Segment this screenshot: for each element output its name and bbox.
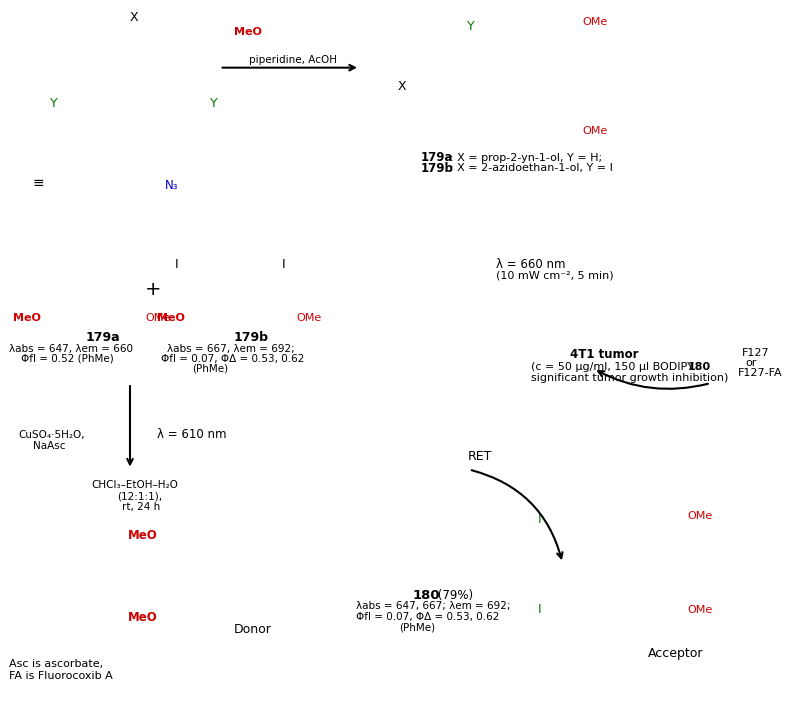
Text: 180: 180 bbox=[413, 589, 441, 602]
Text: (12:1:1),: (12:1:1), bbox=[117, 491, 162, 501]
Text: Φfl = 0.07, ΦΔ = 0.53, 0.62: Φfl = 0.07, ΦΔ = 0.53, 0.62 bbox=[161, 354, 305, 364]
Text: 180: 180 bbox=[688, 362, 711, 372]
Text: CHCl₃–EtOH–H₂O: CHCl₃–EtOH–H₂O bbox=[91, 480, 178, 490]
Text: (c = 50 μg/ml, 150 μl BODIPY: (c = 50 μg/ml, 150 μl BODIPY bbox=[531, 362, 698, 372]
Text: OMe: OMe bbox=[688, 605, 712, 615]
Text: significant tumor growth inhibition): significant tumor growth inhibition) bbox=[531, 373, 729, 383]
Text: piperidine, AcOH: piperidine, AcOH bbox=[249, 56, 337, 66]
Text: λabs = 667, λem = 692;: λabs = 667, λem = 692; bbox=[167, 343, 294, 354]
Text: (PhMe): (PhMe) bbox=[193, 364, 228, 374]
Text: OMe: OMe bbox=[582, 126, 607, 136]
Text: Donor: Donor bbox=[234, 623, 271, 636]
Text: or: or bbox=[745, 358, 757, 368]
Text: OMe: OMe bbox=[146, 313, 170, 323]
Text: : X = prop-2-yn-1-ol, Y = H;: : X = prop-2-yn-1-ol, Y = H; bbox=[450, 153, 602, 163]
Text: ≡: ≡ bbox=[33, 176, 44, 190]
Text: OMe: OMe bbox=[296, 313, 321, 323]
Text: (PhMe): (PhMe) bbox=[399, 623, 435, 633]
Text: NaAsc: NaAsc bbox=[33, 441, 65, 450]
Text: MeO: MeO bbox=[128, 611, 157, 624]
Text: 179b: 179b bbox=[421, 162, 454, 175]
Text: +: + bbox=[145, 280, 162, 299]
Text: I: I bbox=[282, 258, 285, 271]
Text: rt, 24 h: rt, 24 h bbox=[122, 502, 160, 512]
Text: F127-FA: F127-FA bbox=[738, 368, 783, 378]
Text: MeO: MeO bbox=[234, 27, 262, 37]
Text: RET: RET bbox=[467, 450, 492, 463]
Text: λ = 660 nm: λ = 660 nm bbox=[496, 258, 566, 271]
Text: Φfl = 0.52 (PhMe): Φfl = 0.52 (PhMe) bbox=[21, 354, 113, 364]
Text: FA is Fluorocoxib A: FA is Fluorocoxib A bbox=[10, 671, 113, 681]
Text: λ = 610 nm: λ = 610 nm bbox=[157, 429, 227, 442]
Text: : X = 2-azidoethan-1-ol, Y = I: : X = 2-azidoethan-1-ol, Y = I bbox=[450, 163, 612, 174]
Text: OMe: OMe bbox=[582, 17, 607, 27]
Text: λabs = 647, 667; λem = 692;: λabs = 647, 667; λem = 692; bbox=[356, 602, 511, 612]
Text: 179b: 179b bbox=[234, 330, 269, 343]
Text: X: X bbox=[130, 11, 139, 24]
Text: Asc is ascorbate,: Asc is ascorbate, bbox=[10, 659, 103, 669]
Text: Y: Y bbox=[210, 97, 218, 110]
Text: Φfl = 0.07, ΦΔ = 0.53, 0.62: Φfl = 0.07, ΦΔ = 0.53, 0.62 bbox=[356, 612, 500, 623]
Text: I: I bbox=[538, 604, 542, 617]
Text: I: I bbox=[538, 513, 542, 526]
Text: OMe: OMe bbox=[688, 511, 712, 521]
Text: X: X bbox=[397, 80, 406, 93]
Text: MeO: MeO bbox=[128, 529, 157, 542]
Text: Acceptor: Acceptor bbox=[649, 646, 704, 659]
Text: Y: Y bbox=[467, 20, 474, 33]
Text: (10 mW cm⁻², 5 min): (10 mW cm⁻², 5 min) bbox=[496, 270, 614, 280]
Text: MeO: MeO bbox=[157, 313, 185, 323]
Text: Y: Y bbox=[50, 97, 57, 110]
Text: F127: F127 bbox=[741, 348, 769, 358]
Text: 4T1 tumor: 4T1 tumor bbox=[570, 348, 639, 361]
Text: N₃: N₃ bbox=[165, 179, 178, 192]
Text: (79%): (79%) bbox=[434, 589, 473, 602]
Text: I: I bbox=[174, 258, 178, 271]
Text: MeO: MeO bbox=[13, 313, 41, 323]
Text: 179a: 179a bbox=[421, 151, 454, 164]
Text: λabs = 647, λem = 660: λabs = 647, λem = 660 bbox=[10, 343, 133, 354]
Text: CuSO₄·5H₂O,: CuSO₄·5H₂O, bbox=[18, 430, 85, 440]
Text: 179a: 179a bbox=[86, 330, 121, 343]
